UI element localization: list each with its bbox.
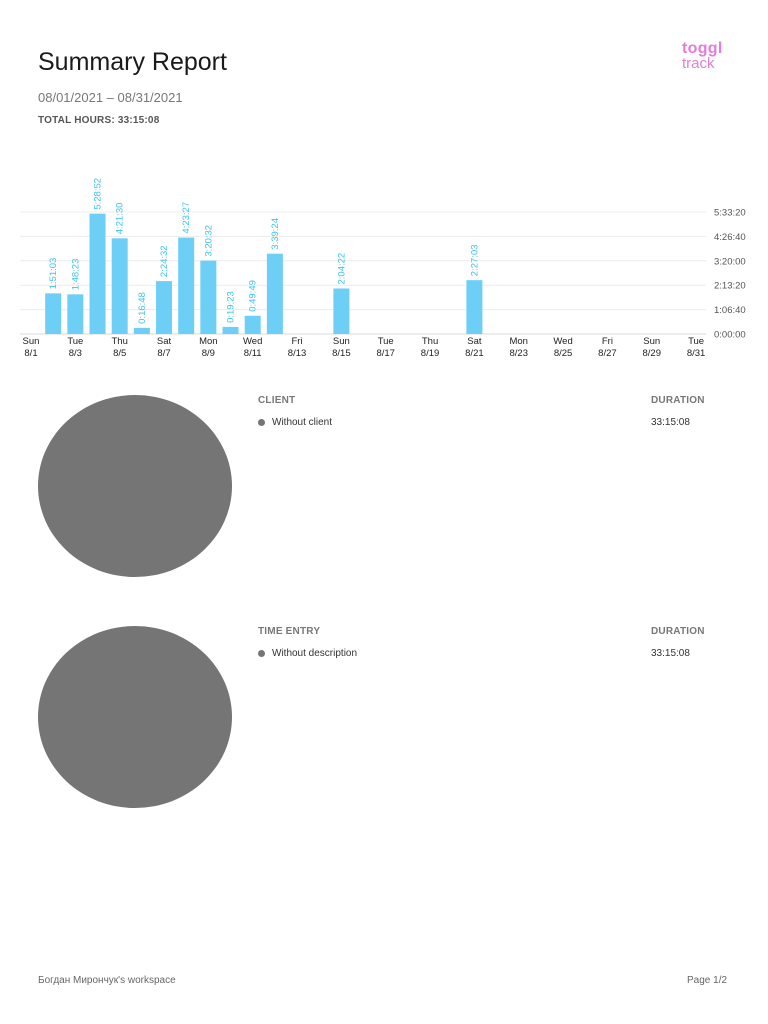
time-entry-pie-slice xyxy=(38,626,232,808)
page-title: Summary Report xyxy=(38,48,227,76)
chart-bar xyxy=(178,237,195,334)
x-tick-day-label: Mon xyxy=(509,336,527,347)
chart-x-axis: Sun8/1Tue8/3Thu8/5Sat8/7Mon8/9Wed8/11Fri… xyxy=(23,336,706,359)
x-tick-date-label: 8/17 xyxy=(376,348,395,359)
bar-value-label: 4:21:30 xyxy=(115,203,126,235)
x-tick-day-label: Sun xyxy=(643,336,660,347)
chart-value-labels: 1:51:03 1:48:23 5:28:52 4:21:30 0:16:48 2:24:… xyxy=(48,178,480,324)
x-tick-date-label: 8/23 xyxy=(509,348,528,359)
x-tick-date-label: 8/21 xyxy=(465,348,484,359)
footer-workspace: Богдан Мирончук's workspace xyxy=(38,975,176,986)
x-tick-date-label: 8/11 xyxy=(244,348,262,359)
x-tick-day-label: Sun xyxy=(23,336,40,347)
x-tick-date-label: 8/29 xyxy=(643,348,662,359)
time-entry-pie-chart xyxy=(38,626,232,808)
chart-gridlines xyxy=(20,211,706,335)
x-tick-day-label: Sat xyxy=(467,336,482,347)
x-tick-day-label: Sat xyxy=(157,336,172,347)
x-tick-date-label: 8/3 xyxy=(69,348,82,359)
x-tick-date-label: 8/27 xyxy=(598,348,617,359)
x-tick-day-label: Tue xyxy=(67,336,83,347)
legend-dot-icon xyxy=(258,650,265,657)
y-tick-label: 3:20:00 xyxy=(714,256,746,267)
bar-value-label: 3:20:32 xyxy=(203,225,214,257)
logo-wordmark-bottom: track xyxy=(682,55,715,72)
chart-bar xyxy=(111,238,128,334)
chart-y-axis: 0:00:00 1:06:40 2:13:20 3:20:00 4:26:40 5:33:… xyxy=(714,208,746,341)
x-tick-date-label: 8/31 xyxy=(687,348,706,359)
chart-bars xyxy=(45,213,483,334)
x-tick-date-label: 8/25 xyxy=(554,348,573,359)
x-tick-day-label: Thu xyxy=(111,336,127,347)
bar-value-label: 2:04:22 xyxy=(336,253,347,285)
client-row: Without client xyxy=(258,417,332,428)
y-tick-label: 5:33:20 xyxy=(714,208,746,219)
x-tick-date-label: 8/19 xyxy=(421,348,440,359)
chart-bar xyxy=(200,260,217,334)
y-tick-label: 1:06:40 xyxy=(714,305,746,316)
chart-bar xyxy=(89,213,106,334)
client-pie-slice xyxy=(38,395,232,577)
time-entry-row-duration: 33:15:08 xyxy=(651,648,690,659)
bar-value-label: 0:19:23 xyxy=(226,291,237,323)
y-tick-label: 4:26:40 xyxy=(714,232,746,243)
x-tick-date-label: 8/5 xyxy=(113,348,126,359)
x-tick-day-label: Thu xyxy=(422,336,438,347)
bar-value-label: 1:48:23 xyxy=(70,259,81,291)
daily-hours-bar-chart: 1:51:03 1:48:23 5:28:52 4:21:30 0:16:48 2:24:… xyxy=(20,178,746,359)
chart-bar xyxy=(222,326,239,334)
logo-wordmark-top: toggl xyxy=(682,40,723,57)
y-tick-label: 2:13:20 xyxy=(714,281,746,292)
chart-bar xyxy=(244,315,261,334)
bar-value-label: 1:51:03 xyxy=(48,258,59,290)
client-row-duration: 33:15:08 xyxy=(651,417,690,428)
bar-value-label: 0:16:48 xyxy=(137,292,148,324)
total-hours: TOTAL HOURS: 33:15:08 xyxy=(38,115,160,126)
x-tick-day-label: Wed xyxy=(553,336,572,347)
bar-value-label: 0:49:49 xyxy=(248,280,259,312)
y-tick-label: 0:00:00 xyxy=(714,330,746,341)
x-tick-day-label: Fri xyxy=(602,336,613,347)
x-tick-day-label: Sun xyxy=(333,336,350,347)
x-tick-day-label: Fri xyxy=(292,336,303,347)
time-entry-column-header: TIME ENTRY xyxy=(258,626,321,637)
time-entry-row: Without description xyxy=(258,648,357,659)
time-entry-row-label: Without description xyxy=(272,648,358,659)
client-row-label: Without client xyxy=(272,417,333,428)
bar-value-label: 5:28:52 xyxy=(93,178,104,210)
client-duration-header: DURATION xyxy=(651,395,705,406)
chart-bar xyxy=(156,281,173,334)
x-tick-date-label: 8/9 xyxy=(202,348,215,359)
chart-bar xyxy=(45,293,62,334)
bar-value-label: 2:27:03 xyxy=(469,244,480,276)
bar-value-label: 4:23:27 xyxy=(181,202,192,234)
bar-value-label: 2:24:32 xyxy=(159,245,170,277)
x-tick-day-label: Tue xyxy=(378,336,394,347)
time-entry-duration-header: DURATION xyxy=(651,626,705,637)
x-tick-date-label: 8/1 xyxy=(24,348,37,359)
x-tick-date-label: 8/15 xyxy=(332,348,351,359)
x-tick-date-label: 8/7 xyxy=(157,348,170,359)
chart-bar xyxy=(466,280,483,334)
chart-bar xyxy=(67,294,84,334)
footer-page-number: Page 1/2 xyxy=(687,975,728,986)
date-range: 08/01/2021 – 08/31/2021 xyxy=(38,90,183,105)
x-tick-day-label: Mon xyxy=(199,336,217,347)
x-tick-day-label: Tue xyxy=(688,336,704,347)
chart-bar xyxy=(266,253,283,334)
chart-bar xyxy=(133,327,150,334)
chart-bar xyxy=(333,288,350,334)
x-tick-day-label: Wed xyxy=(243,336,262,347)
toggl-track-logo: toggl track xyxy=(682,40,734,72)
bar-value-label: 3:39:24 xyxy=(270,218,281,250)
legend-dot-icon xyxy=(258,419,265,426)
client-column-header: CLIENT xyxy=(258,395,296,406)
x-tick-date-label: 8/13 xyxy=(288,348,307,359)
client-pie-chart xyxy=(38,395,232,577)
